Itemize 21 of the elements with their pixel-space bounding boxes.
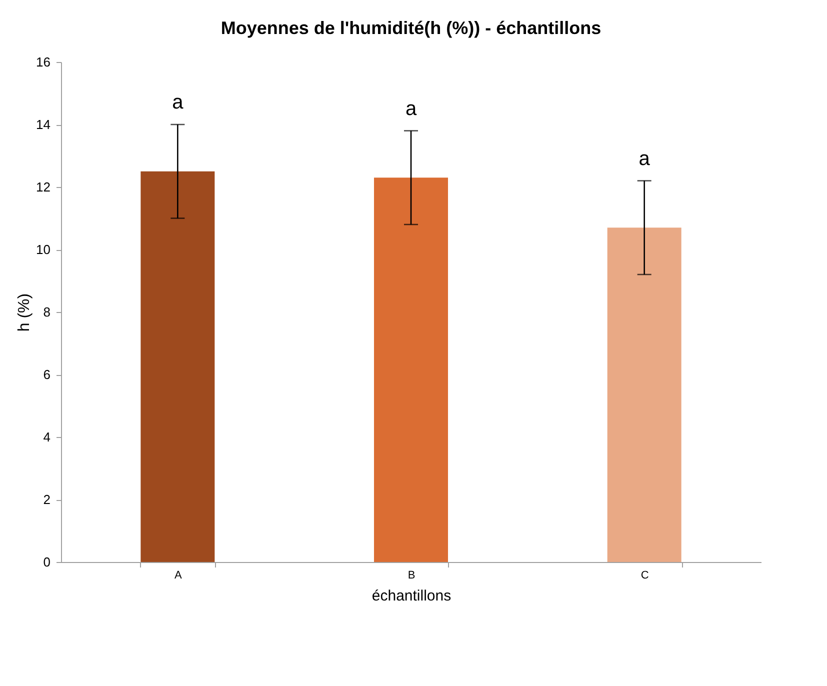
x-tick-label: A (174, 570, 182, 582)
y-axis-title: h (%) (16, 293, 34, 332)
x-tick-label: B (408, 570, 416, 582)
bar (607, 228, 682, 562)
bar (374, 178, 448, 562)
bar (140, 171, 215, 562)
annotation: a (638, 148, 651, 170)
annotation: a (405, 98, 418, 120)
y-tick-label: 12 (36, 180, 50, 194)
y-tick-label: 6 (43, 367, 50, 382)
y-tick-label: 2 (43, 492, 50, 507)
y-tick-label: 4 (43, 430, 50, 444)
y-tick-label: 16 (36, 54, 50, 70)
annotation: a (172, 92, 184, 114)
chart-title: Moyennes de l'humidité(h (%)) - échantillons (220, 18, 602, 38)
x-tick-label: C (640, 570, 649, 582)
y-tick-label: 14 (36, 117, 50, 132)
y-tick-label: 8 (43, 304, 50, 320)
y-tick-label: 10 (36, 242, 50, 257)
x-axis-title: échantillons (372, 588, 452, 604)
y-tick-label: 0 (43, 554, 50, 570)
